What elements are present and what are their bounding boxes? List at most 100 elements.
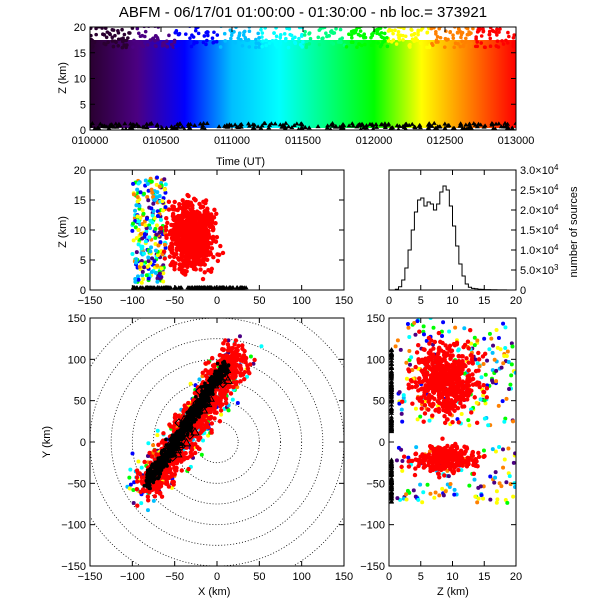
source-point bbox=[274, 34, 279, 39]
ground-marker bbox=[364, 123, 370, 128]
source-point bbox=[158, 483, 164, 489]
ground-marker bbox=[406, 122, 412, 127]
source-point bbox=[202, 270, 207, 275]
source-point bbox=[127, 486, 132, 491]
source-point bbox=[340, 36, 345, 40]
source-point bbox=[155, 428, 160, 433]
source-point bbox=[488, 27, 493, 30]
tick-mantissa: 5.0×10 bbox=[520, 265, 554, 277]
ground-marker bbox=[134, 121, 140, 126]
source-point bbox=[122, 38, 126, 43]
ground-marker bbox=[426, 125, 432, 130]
source-point bbox=[426, 407, 431, 412]
source-point bbox=[478, 484, 483, 489]
source-point bbox=[475, 40, 480, 44]
source-point bbox=[397, 390, 402, 395]
source-point bbox=[241, 33, 246, 37]
source-point bbox=[187, 232, 192, 237]
source-point bbox=[501, 465, 506, 470]
source-point bbox=[452, 487, 457, 492]
station-diamond bbox=[200, 396, 210, 407]
xz-panel-z-label: Z (km) bbox=[57, 216, 69, 248]
source-point bbox=[149, 179, 154, 184]
source-point bbox=[209, 212, 214, 217]
source-point bbox=[482, 45, 487, 49]
source-point bbox=[157, 480, 163, 485]
source-point bbox=[212, 30, 216, 35]
source-point bbox=[407, 362, 412, 367]
source-point bbox=[169, 243, 174, 249]
source-point bbox=[356, 32, 361, 37]
source-point bbox=[192, 264, 197, 270]
ground-marker bbox=[306, 125, 312, 130]
source-point bbox=[412, 38, 416, 43]
station-diamond bbox=[179, 423, 189, 433]
source-point bbox=[190, 33, 194, 38]
source-point bbox=[478, 397, 483, 402]
source-point bbox=[205, 38, 209, 43]
source-point bbox=[430, 41, 434, 46]
source-point bbox=[136, 277, 141, 282]
source-point bbox=[131, 192, 136, 197]
source-point bbox=[133, 225, 138, 230]
source-point bbox=[155, 253, 160, 258]
station-diamond bbox=[193, 408, 204, 419]
range-ring bbox=[195, 420, 239, 464]
source-point bbox=[512, 33, 516, 37]
ground-marker bbox=[490, 121, 496, 126]
source-point bbox=[393, 344, 398, 349]
source-point bbox=[425, 482, 430, 487]
source-point bbox=[394, 42, 399, 46]
source-point bbox=[260, 39, 265, 43]
source-point bbox=[511, 460, 516, 465]
source-point bbox=[133, 218, 138, 223]
source-point bbox=[243, 356, 248, 361]
source-point bbox=[465, 27, 470, 31]
source-point bbox=[177, 266, 182, 272]
source-point bbox=[472, 335, 477, 340]
source-point bbox=[149, 245, 154, 250]
ground-marker bbox=[144, 124, 150, 129]
source-point bbox=[184, 269, 189, 274]
source-point bbox=[200, 427, 206, 433]
source-point bbox=[369, 43, 374, 48]
source-point bbox=[260, 44, 264, 49]
source-point bbox=[234, 346, 239, 351]
source-point bbox=[432, 27, 436, 30]
y-tick-label: 1.5×104 bbox=[520, 223, 559, 237]
source-point bbox=[188, 381, 193, 386]
source-point bbox=[487, 331, 492, 336]
source-point bbox=[448, 23, 452, 27]
source-point bbox=[248, 354, 253, 359]
source-point bbox=[168, 262, 173, 268]
source-point bbox=[130, 451, 135, 456]
source-point bbox=[234, 380, 239, 385]
source-point bbox=[400, 459, 405, 464]
source-point bbox=[172, 465, 177, 470]
source-point bbox=[169, 222, 174, 228]
source-point bbox=[165, 44, 170, 49]
source-point bbox=[167, 231, 172, 237]
source-point bbox=[308, 36, 313, 41]
source-point bbox=[139, 280, 144, 285]
x-tick-label: 100 bbox=[292, 571, 310, 583]
source-point bbox=[105, 30, 110, 34]
source-point bbox=[494, 500, 499, 505]
source-point bbox=[116, 37, 121, 42]
source-point bbox=[424, 338, 429, 343]
source-point bbox=[490, 350, 495, 355]
source-point bbox=[302, 33, 307, 37]
source-point bbox=[237, 352, 242, 358]
source-point bbox=[316, 35, 321, 40]
ground-source-point bbox=[215, 361, 220, 366]
source-point bbox=[161, 196, 166, 201]
source-point bbox=[286, 45, 291, 50]
source-point bbox=[468, 44, 473, 49]
source-point bbox=[238, 379, 243, 384]
ground-source-point bbox=[209, 389, 214, 393]
ground-marker bbox=[457, 123, 463, 128]
source-point bbox=[469, 31, 473, 35]
source-point bbox=[212, 416, 217, 421]
ground-marker bbox=[127, 126, 132, 130]
ground-marker bbox=[169, 126, 175, 130]
